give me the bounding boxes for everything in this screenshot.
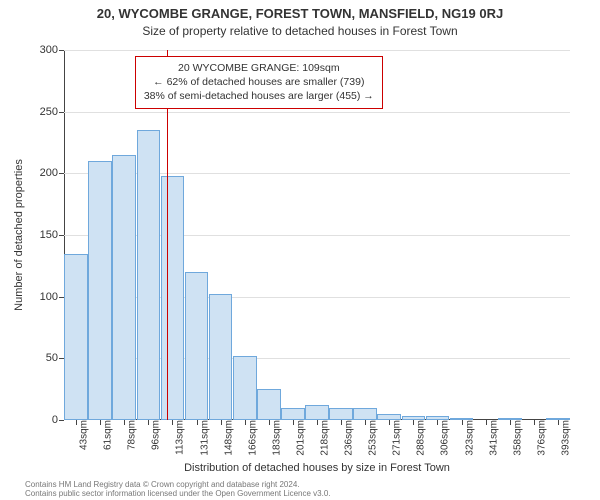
histogram-bar xyxy=(353,408,377,420)
x-tick-label: 306sqm xyxy=(424,420,451,456)
footer-line-2: Contains public sector information licen… xyxy=(25,489,331,498)
chart-title-sub: Size of property relative to detached ho… xyxy=(0,24,600,38)
histogram-bar xyxy=(88,161,112,420)
annotation-line2: ← 62% of detached houses are smaller (73… xyxy=(144,75,374,89)
footer-line-1: Contains HM Land Registry data © Crown c… xyxy=(25,480,331,489)
histogram-bar xyxy=(329,408,353,420)
histogram-bar xyxy=(281,408,305,420)
histogram-bar xyxy=(233,356,257,420)
annotation-box: 20 WYCOMBE GRANGE: 109sqm← 62% of detach… xyxy=(135,56,383,109)
histogram-bar xyxy=(257,389,281,420)
plot-area: 05010015020025030043sqm61sqm78sqm96sqm11… xyxy=(64,50,570,420)
property-size-chart: { "chart": { "type": "histogram", "title… xyxy=(0,0,600,500)
x-tick-label: 166sqm xyxy=(231,420,258,456)
x-tick-label: 393sqm xyxy=(544,420,571,456)
histogram-bar xyxy=(64,254,88,421)
histogram-bar xyxy=(112,155,136,420)
histogram-bar xyxy=(161,176,185,420)
chart-title-main: 20, WYCOMBE GRANGE, FOREST TOWN, MANSFIE… xyxy=(0,6,600,21)
y-axis-title: Number of detached properties xyxy=(12,50,26,420)
gridline xyxy=(64,112,570,113)
y-tick-label: 200 xyxy=(40,167,64,179)
x-tick-label: 131sqm xyxy=(183,420,210,456)
x-tick-label: 358sqm xyxy=(496,420,523,456)
gridline xyxy=(64,50,570,51)
x-tick-label: 148sqm xyxy=(207,420,234,456)
x-tick-label: 376sqm xyxy=(520,420,547,456)
annotation-line1: 20 WYCOMBE GRANGE: 109sqm xyxy=(144,61,374,75)
y-tick-label: 50 xyxy=(46,352,64,364)
histogram-bar xyxy=(209,294,233,420)
histogram-bar xyxy=(137,130,161,420)
y-tick-label: 100 xyxy=(40,291,64,303)
chart-footer: Contains HM Land Registry data © Crown c… xyxy=(25,480,331,498)
y-tick-label: 250 xyxy=(40,106,64,118)
y-tick-label: 300 xyxy=(40,44,64,56)
histogram-bar xyxy=(185,272,209,420)
x-tick-label: 218sqm xyxy=(304,420,331,456)
x-tick-label: 183sqm xyxy=(255,420,282,456)
y-axis-title-text: Number of detached properties xyxy=(13,159,25,311)
x-axis-title: Distribution of detached houses by size … xyxy=(64,462,570,474)
x-tick-label: 43sqm xyxy=(63,420,90,450)
x-tick-label: 341sqm xyxy=(472,420,499,456)
x-tick-label: 323sqm xyxy=(448,420,475,456)
annotation-line3: 38% of semi-detached houses are larger (… xyxy=(144,89,374,103)
x-tick-label: 113sqm xyxy=(159,420,186,455)
histogram-bar xyxy=(305,405,329,420)
y-tick-label: 150 xyxy=(40,229,64,241)
x-tick-label: 201sqm xyxy=(279,420,306,456)
